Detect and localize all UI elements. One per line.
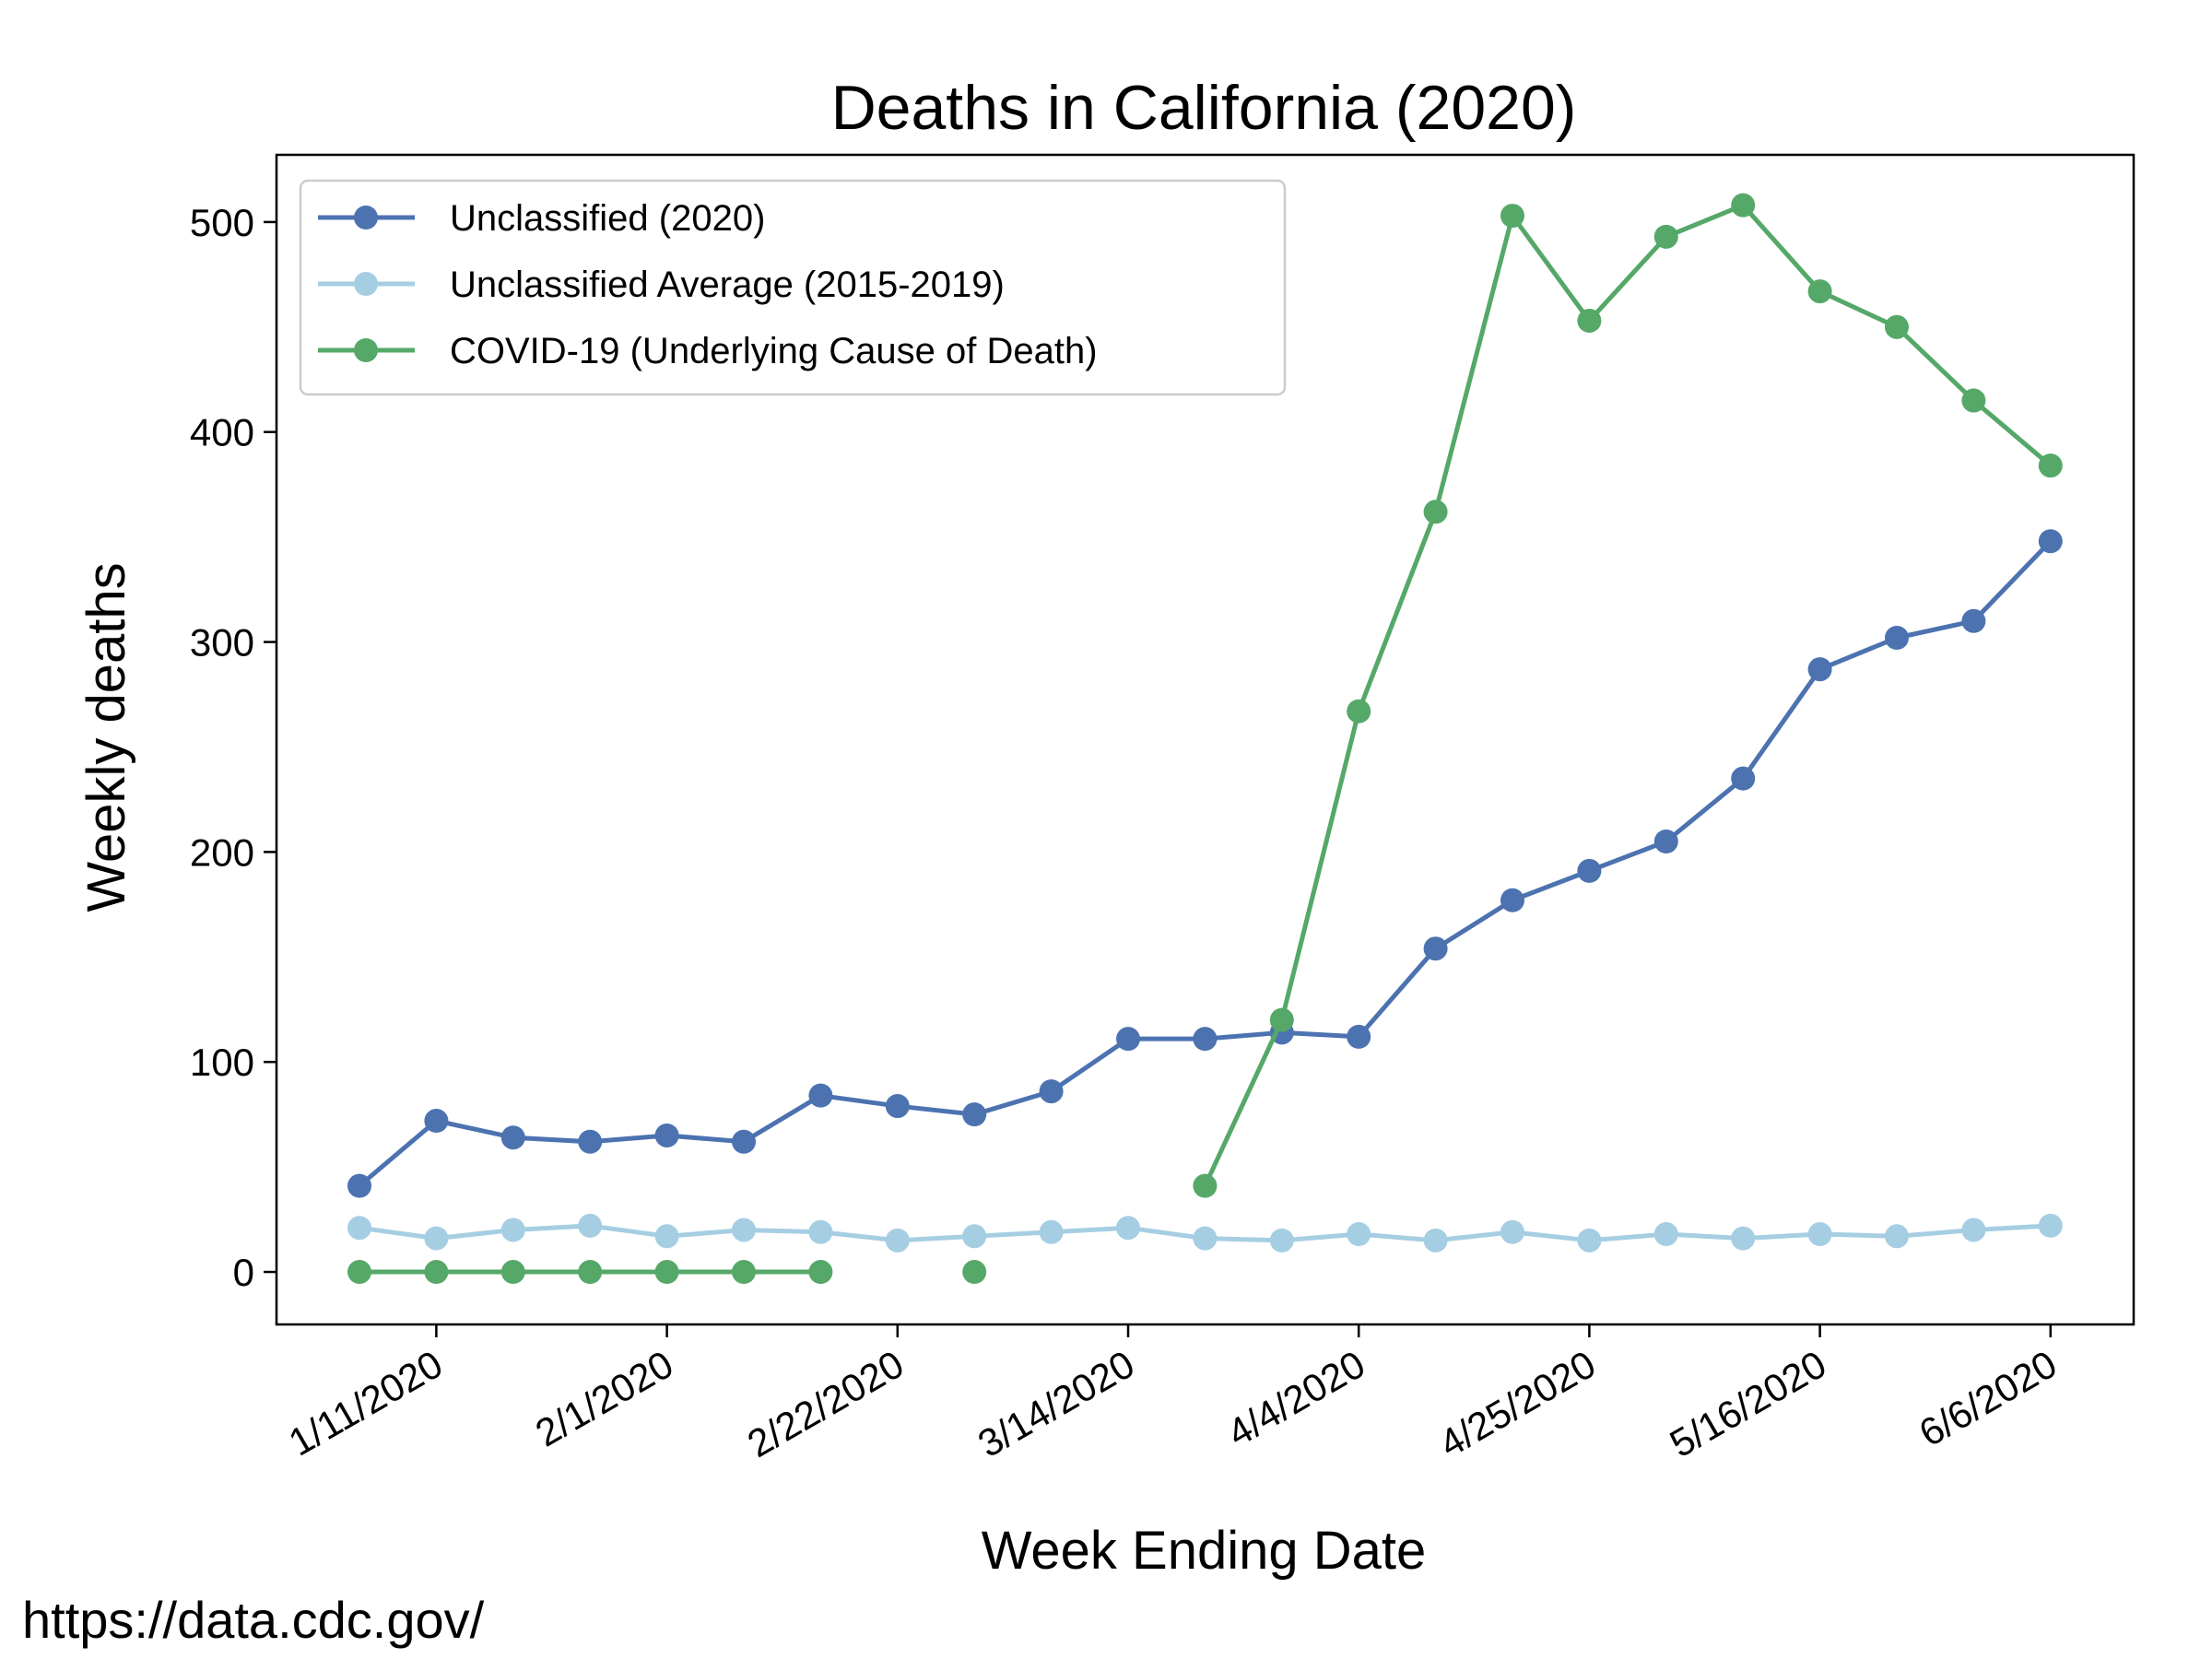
data-point <box>1347 1222 1371 1247</box>
data-point <box>2038 453 2063 478</box>
data-point <box>578 1129 603 1154</box>
data-point <box>962 1224 987 1249</box>
series-line <box>358 539 2053 1188</box>
data-point <box>1731 193 1756 218</box>
data-point <box>347 1216 371 1241</box>
series-2 <box>347 1213 2063 1253</box>
data-point <box>1193 1173 1218 1198</box>
y-tick-label: 100 <box>190 1041 254 1084</box>
series-1 <box>347 529 2063 1198</box>
x-axis-label: Week Ending Date <box>982 1521 1427 1581</box>
data-point <box>1807 279 1832 304</box>
legend-marker <box>354 338 378 362</box>
data-point <box>1731 766 1756 791</box>
data-point <box>500 1125 525 1150</box>
data-point <box>1423 1228 1448 1253</box>
y-tick-label: 0 <box>233 1251 254 1294</box>
data-point <box>1577 858 1602 883</box>
data-point <box>1577 308 1602 333</box>
data-point <box>500 1218 525 1242</box>
data-point <box>1423 936 1448 961</box>
data-point <box>1885 1224 1909 1249</box>
data-point <box>1500 1219 1524 1244</box>
plot-frame <box>275 153 2136 1326</box>
source-url: https://data.cdc.gov/ <box>22 1591 485 1649</box>
data-point <box>1961 388 1986 413</box>
data-point <box>885 1094 910 1119</box>
data-point <box>578 1260 603 1285</box>
data-point <box>1885 314 1909 339</box>
data-point <box>500 1260 525 1285</box>
data-point <box>1423 500 1448 524</box>
data-point <box>2038 1213 2063 1238</box>
data-point <box>1577 1228 1602 1253</box>
data-point <box>962 1260 987 1285</box>
x-tick-label: 4/4/2020 <box>1220 1342 1372 1454</box>
data-point <box>1885 626 1909 651</box>
chart-title: Deaths in California (2020) <box>831 73 1577 143</box>
legend: Unclassified (2020) Unclassified Average … <box>299 179 1287 396</box>
x-tick-label: 2/1/2020 <box>528 1342 680 1454</box>
y-tick-label: 200 <box>190 830 254 874</box>
y-tick-label: 400 <box>190 411 254 454</box>
data-point <box>1500 204 1524 229</box>
data-point <box>1731 1226 1756 1251</box>
x-tick-label: 3/14/2020 <box>971 1342 1141 1465</box>
data-point <box>1193 1027 1218 1052</box>
data-point <box>1116 1027 1140 1052</box>
data-point <box>1269 1228 1294 1253</box>
x-tick-label: 1/11/2020 <box>281 1342 450 1465</box>
data-point <box>808 1260 833 1285</box>
data-point <box>808 1083 833 1108</box>
x-tick-label: 2/22/2020 <box>740 1342 911 1465</box>
data-point <box>1961 608 1986 633</box>
legend-label: Unclassified (2020) <box>450 198 765 239</box>
y-tick-label: 500 <box>190 201 254 244</box>
data-point <box>578 1213 603 1238</box>
legend-box <box>299 179 1287 396</box>
data-point <box>808 1219 833 1244</box>
legend-label: COVID-19 (Underlying Cause of Death) <box>450 331 1098 371</box>
data-point <box>732 1260 756 1285</box>
data-point <box>1269 1007 1294 1032</box>
data-point <box>1347 1024 1371 1049</box>
data-point <box>962 1102 987 1127</box>
data-point <box>885 1228 910 1253</box>
x-tick-label: 6/6/2020 <box>1912 1342 2064 1454</box>
x-tick-label: 4/25/2020 <box>1432 1342 1603 1465</box>
data-point <box>1653 224 1678 249</box>
y-tick-label: 300 <box>190 621 254 665</box>
data-point <box>732 1218 756 1242</box>
legend-label: Unclassified Average (2015-2019) <box>450 265 1005 305</box>
data-point <box>424 1109 449 1134</box>
data-point <box>424 1260 449 1285</box>
data-point <box>2038 529 2063 554</box>
data-point <box>1807 1222 1832 1247</box>
x-tick-label: 5/16/2020 <box>1663 1342 1833 1465</box>
data-point <box>1116 1216 1140 1241</box>
data-point <box>1500 888 1524 912</box>
data-point <box>654 1224 679 1249</box>
legend-marker <box>354 206 378 229</box>
data-point <box>1653 829 1678 853</box>
data-point <box>654 1260 679 1285</box>
data-point <box>732 1129 756 1154</box>
data-point <box>1039 1079 1064 1104</box>
data-point <box>1653 1222 1678 1247</box>
data-point <box>1039 1219 1064 1244</box>
data-point <box>347 1173 371 1198</box>
data-point <box>1961 1218 1986 1242</box>
legend-marker <box>354 272 378 296</box>
y-axis-label: Weekly deaths <box>76 562 136 912</box>
data-point <box>1347 699 1371 724</box>
series-3 <box>347 193 2063 1285</box>
data-point <box>1807 657 1832 682</box>
data-point <box>654 1123 679 1147</box>
data-point <box>1193 1226 1218 1251</box>
data-point <box>347 1260 371 1285</box>
series-line <box>1203 203 2053 1187</box>
data-point <box>424 1226 449 1251</box>
